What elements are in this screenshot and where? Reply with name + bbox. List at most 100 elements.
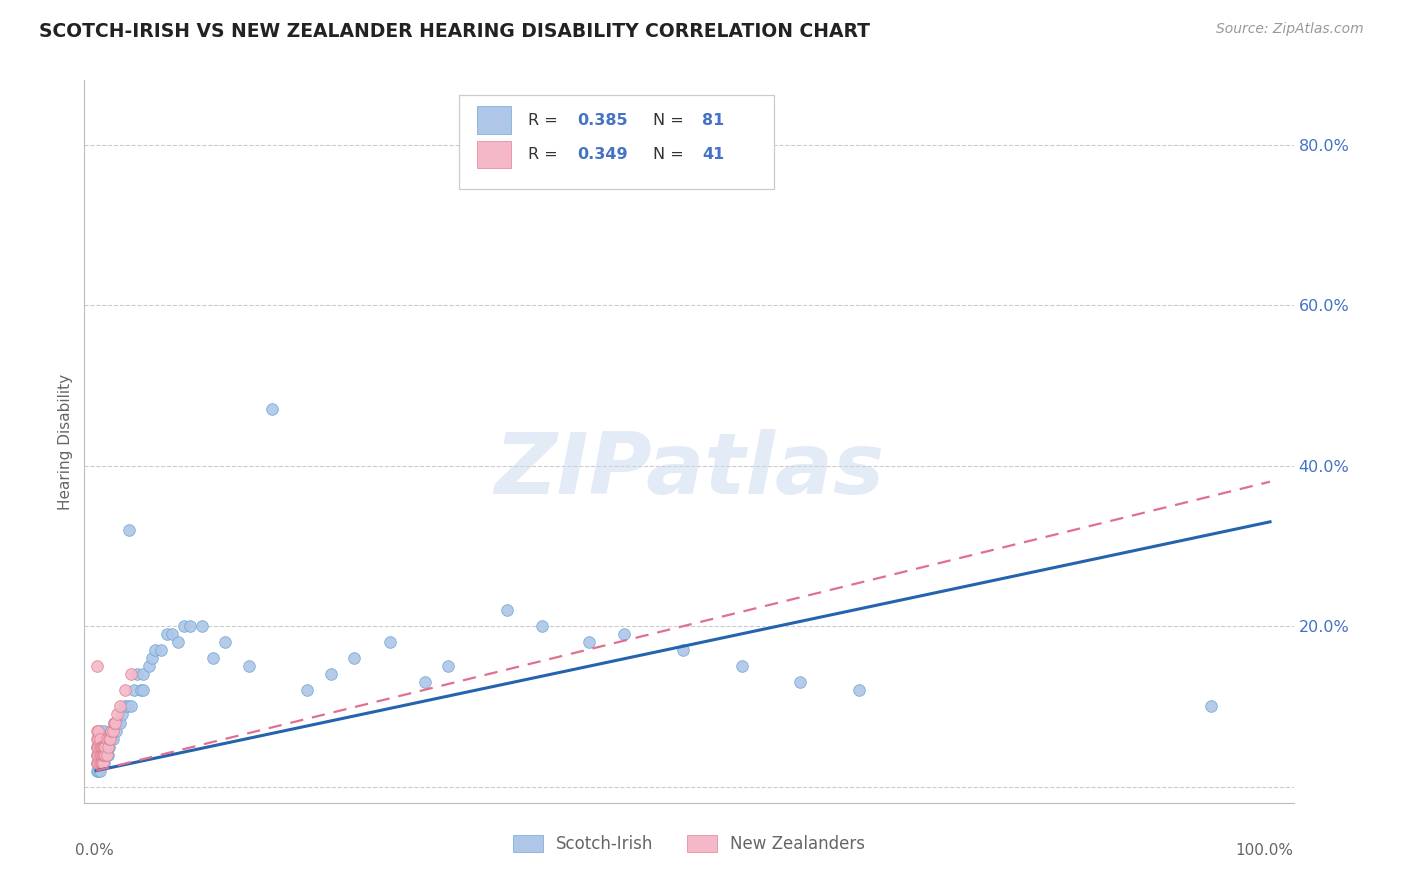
Point [103,715,125,730]
Point [93,756,115,770]
Point [101,731,124,746]
Point [87,764,110,778]
Point [531,619,554,633]
Point [98,739,121,754]
Point [86,747,108,762]
Point [108,715,131,730]
Legend: Scotch-Irish, New Zealanders: Scotch-Irish, New Zealanders [506,828,872,860]
Point [91,747,114,762]
Point [90,756,112,770]
Point [105,715,128,730]
Point [90,747,112,762]
Point [97,747,120,762]
Point [129,683,152,698]
Point [108,699,131,714]
Point [319,667,342,681]
Bar [478,141,512,169]
Point [104,715,127,730]
Text: 0.385: 0.385 [578,112,628,128]
Point [89,756,111,770]
Text: ZIPatlas: ZIPatlas [494,429,884,512]
Point [94,739,117,754]
Text: 81: 81 [702,112,724,128]
Point [87,739,110,754]
Point [89,764,111,778]
Point [91,731,114,746]
Point [93,723,115,738]
Point [141,651,163,665]
Point [96,731,118,746]
Point [132,667,155,681]
Text: R =: R = [529,112,562,128]
Point [138,659,160,673]
Point [613,627,636,641]
Point [86,659,108,673]
Point [89,723,111,738]
Point [100,723,122,738]
Point [91,756,114,770]
Point [96,731,118,746]
Point [111,707,134,722]
Point [86,756,108,770]
Point [91,739,114,754]
Point [122,683,145,698]
Text: 0.0%: 0.0% [75,843,114,857]
Point [672,643,695,657]
Point [91,747,114,762]
Point [87,756,110,770]
Point [103,715,125,730]
Point [91,747,114,762]
Point [86,723,108,738]
Point [1201,699,1223,714]
Point [100,723,122,738]
Point [93,739,115,754]
Point [86,747,108,762]
Point [437,659,460,673]
Point [578,635,600,649]
Text: N =: N = [652,112,689,128]
Point [94,747,117,762]
Point [90,731,112,746]
Point [97,731,120,746]
Point [297,683,319,698]
Point [117,699,139,714]
Point [94,747,117,762]
Point [496,603,519,617]
Text: Source: ZipAtlas.com: Source: ZipAtlas.com [1216,22,1364,37]
Point [91,747,114,762]
Point [94,739,117,754]
Point [91,731,114,746]
Point [87,739,110,754]
Point [378,635,401,649]
Point [98,731,121,746]
Point [413,675,436,690]
Point [90,739,112,754]
Bar [478,106,512,134]
Point [87,747,110,762]
Point [86,756,108,770]
Point [91,756,114,770]
Point [167,635,190,649]
Point [114,683,136,698]
Point [848,683,870,698]
Point [86,739,108,754]
Point [262,402,284,417]
Point [118,523,141,537]
Point [96,747,118,762]
Point [90,756,112,770]
Point [91,739,114,754]
Point [343,651,366,665]
Text: 41: 41 [702,147,724,162]
FancyBboxPatch shape [460,95,773,189]
Point [89,756,111,770]
Point [105,723,128,738]
Point [93,739,115,754]
Point [91,739,114,754]
Point [120,699,142,714]
Point [87,756,110,770]
Point [214,635,236,649]
Point [238,659,260,673]
Point [114,699,136,714]
Point [155,627,177,641]
Point [91,756,114,770]
